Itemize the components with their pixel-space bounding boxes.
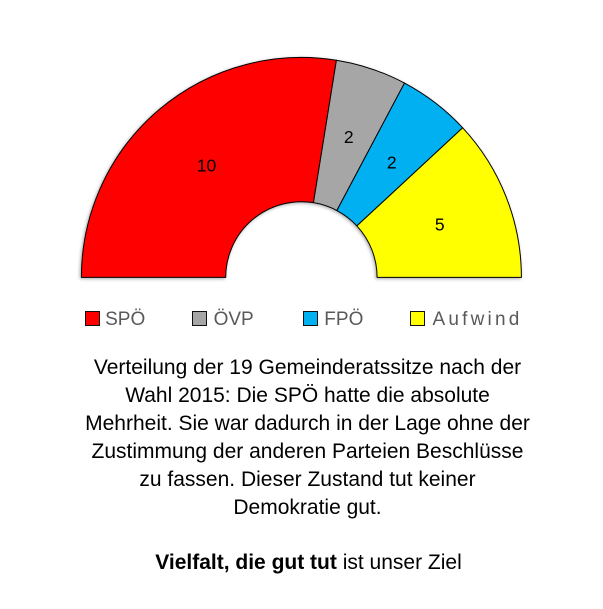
svg-text:2: 2 bbox=[344, 127, 354, 147]
svg-text:2: 2 bbox=[387, 152, 397, 172]
svg-text:10: 10 bbox=[197, 156, 217, 176]
svg-text:5: 5 bbox=[435, 215, 445, 235]
